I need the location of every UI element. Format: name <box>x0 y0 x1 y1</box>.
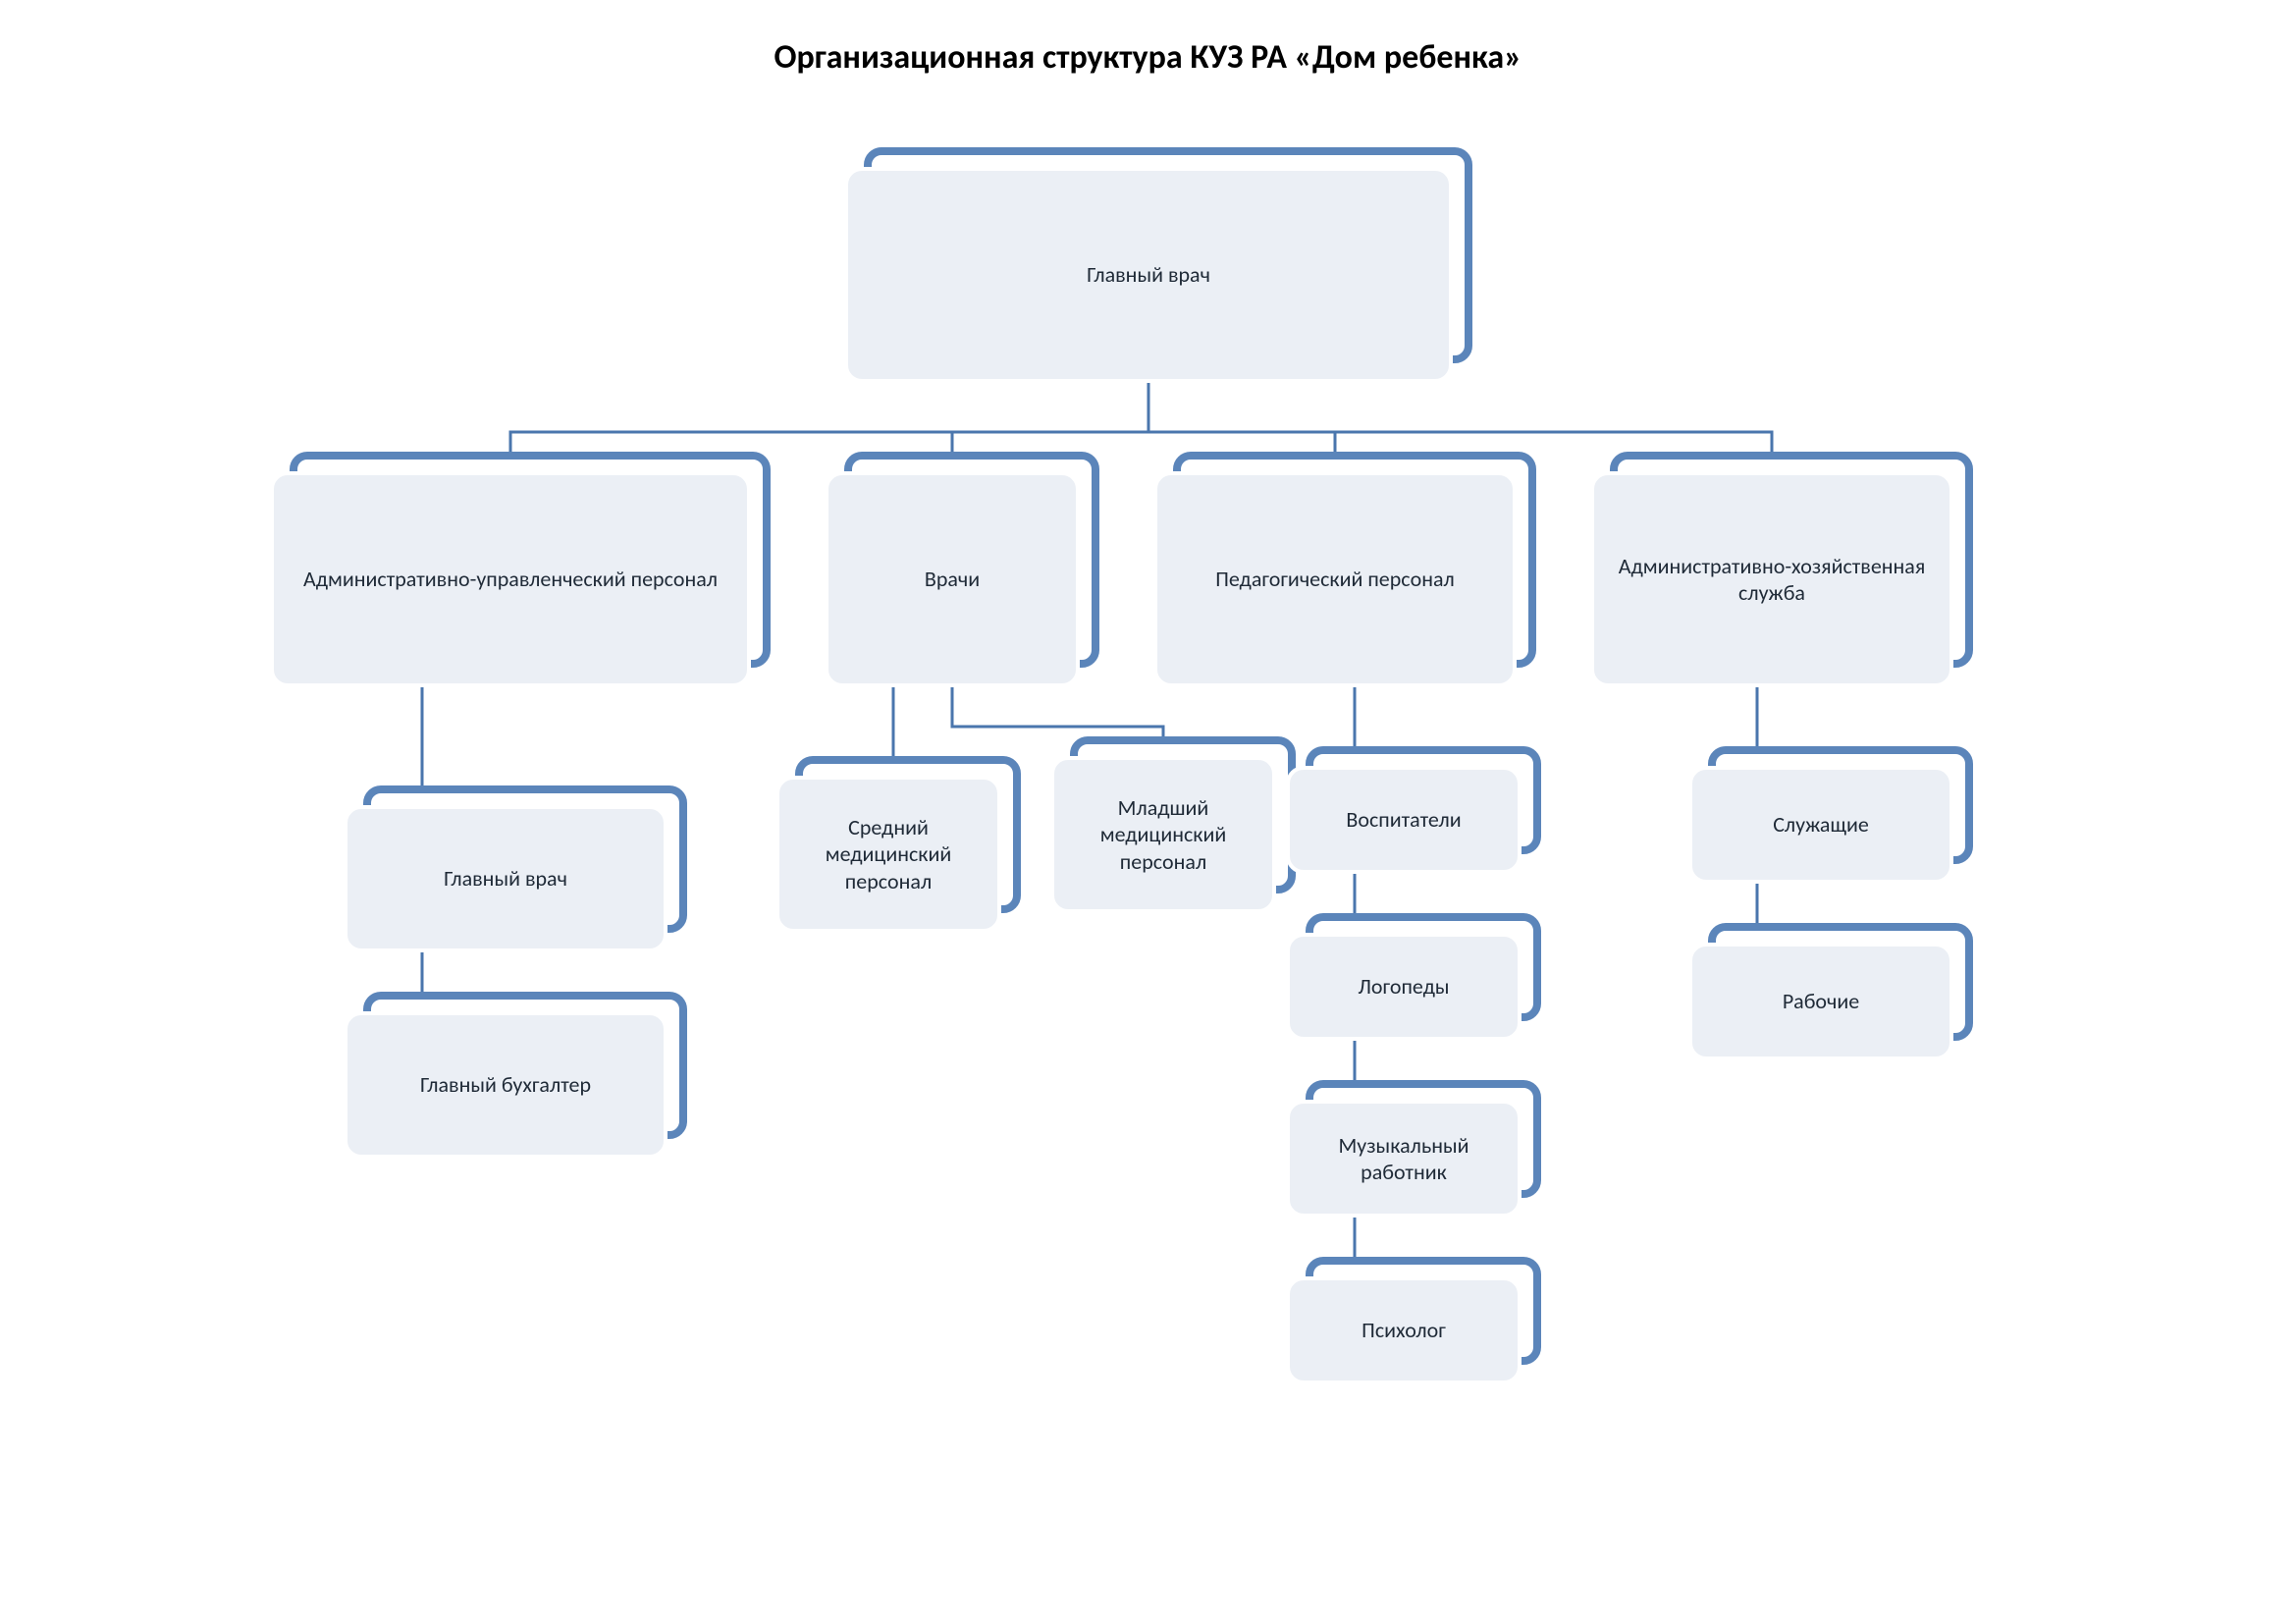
org-node-music: Музыкальный работник <box>1286 1100 1522 1218</box>
node-box: Административно-управленческий персонал <box>270 471 751 687</box>
org-node-chief2: Главный врач <box>344 805 667 952</box>
org-node-doctors: Врачи <box>825 471 1080 687</box>
node-box: Воспитатели <box>1286 766 1522 874</box>
node-box: Рабочие <box>1688 943 1953 1060</box>
node-box: Главный врач <box>844 167 1453 383</box>
org-node-accountant: Главный бухгалтер <box>344 1011 667 1159</box>
node-box: Служащие <box>1688 766 1953 884</box>
org-node-clerks: Служащие <box>1688 766 1953 884</box>
org-node-educators: Воспитатели <box>1286 766 1522 874</box>
org-node-med_jr: Младший медицинский персонал <box>1050 756 1276 913</box>
org-node-admin_mgmt: Административно-управленческий персонал <box>270 471 751 687</box>
org-node-root: Главный врач <box>844 167 1453 383</box>
node-box: Младший медицинский персонал <box>1050 756 1276 913</box>
node-box: Главный врач <box>344 805 667 952</box>
node-box: Главный бухгалтер <box>344 1011 667 1159</box>
node-box: Административно-хозяйственная служба <box>1590 471 1953 687</box>
org-node-med_mid: Средний медицинский персонал <box>775 776 1001 933</box>
node-box: Педагогический персонал <box>1153 471 1517 687</box>
node-box: Средний медицинский персонал <box>775 776 1001 933</box>
org-node-logopeds: Логопеды <box>1286 933 1522 1041</box>
org-node-psych: Психолог <box>1286 1276 1522 1384</box>
node-box: Музыкальный работник <box>1286 1100 1522 1218</box>
org-node-admin_econ: Административно-хозяйственная служба <box>1590 471 1953 687</box>
node-box: Логопеды <box>1286 933 1522 1041</box>
node-box: Психолог <box>1286 1276 1522 1384</box>
page-title: Организационная структура КУЗ РА «Дом ре… <box>0 37 2296 78</box>
org-node-pedagog: Педагогический персонал <box>1153 471 1517 687</box>
node-box: Врачи <box>825 471 1080 687</box>
org-node-workers: Рабочие <box>1688 943 1953 1060</box>
